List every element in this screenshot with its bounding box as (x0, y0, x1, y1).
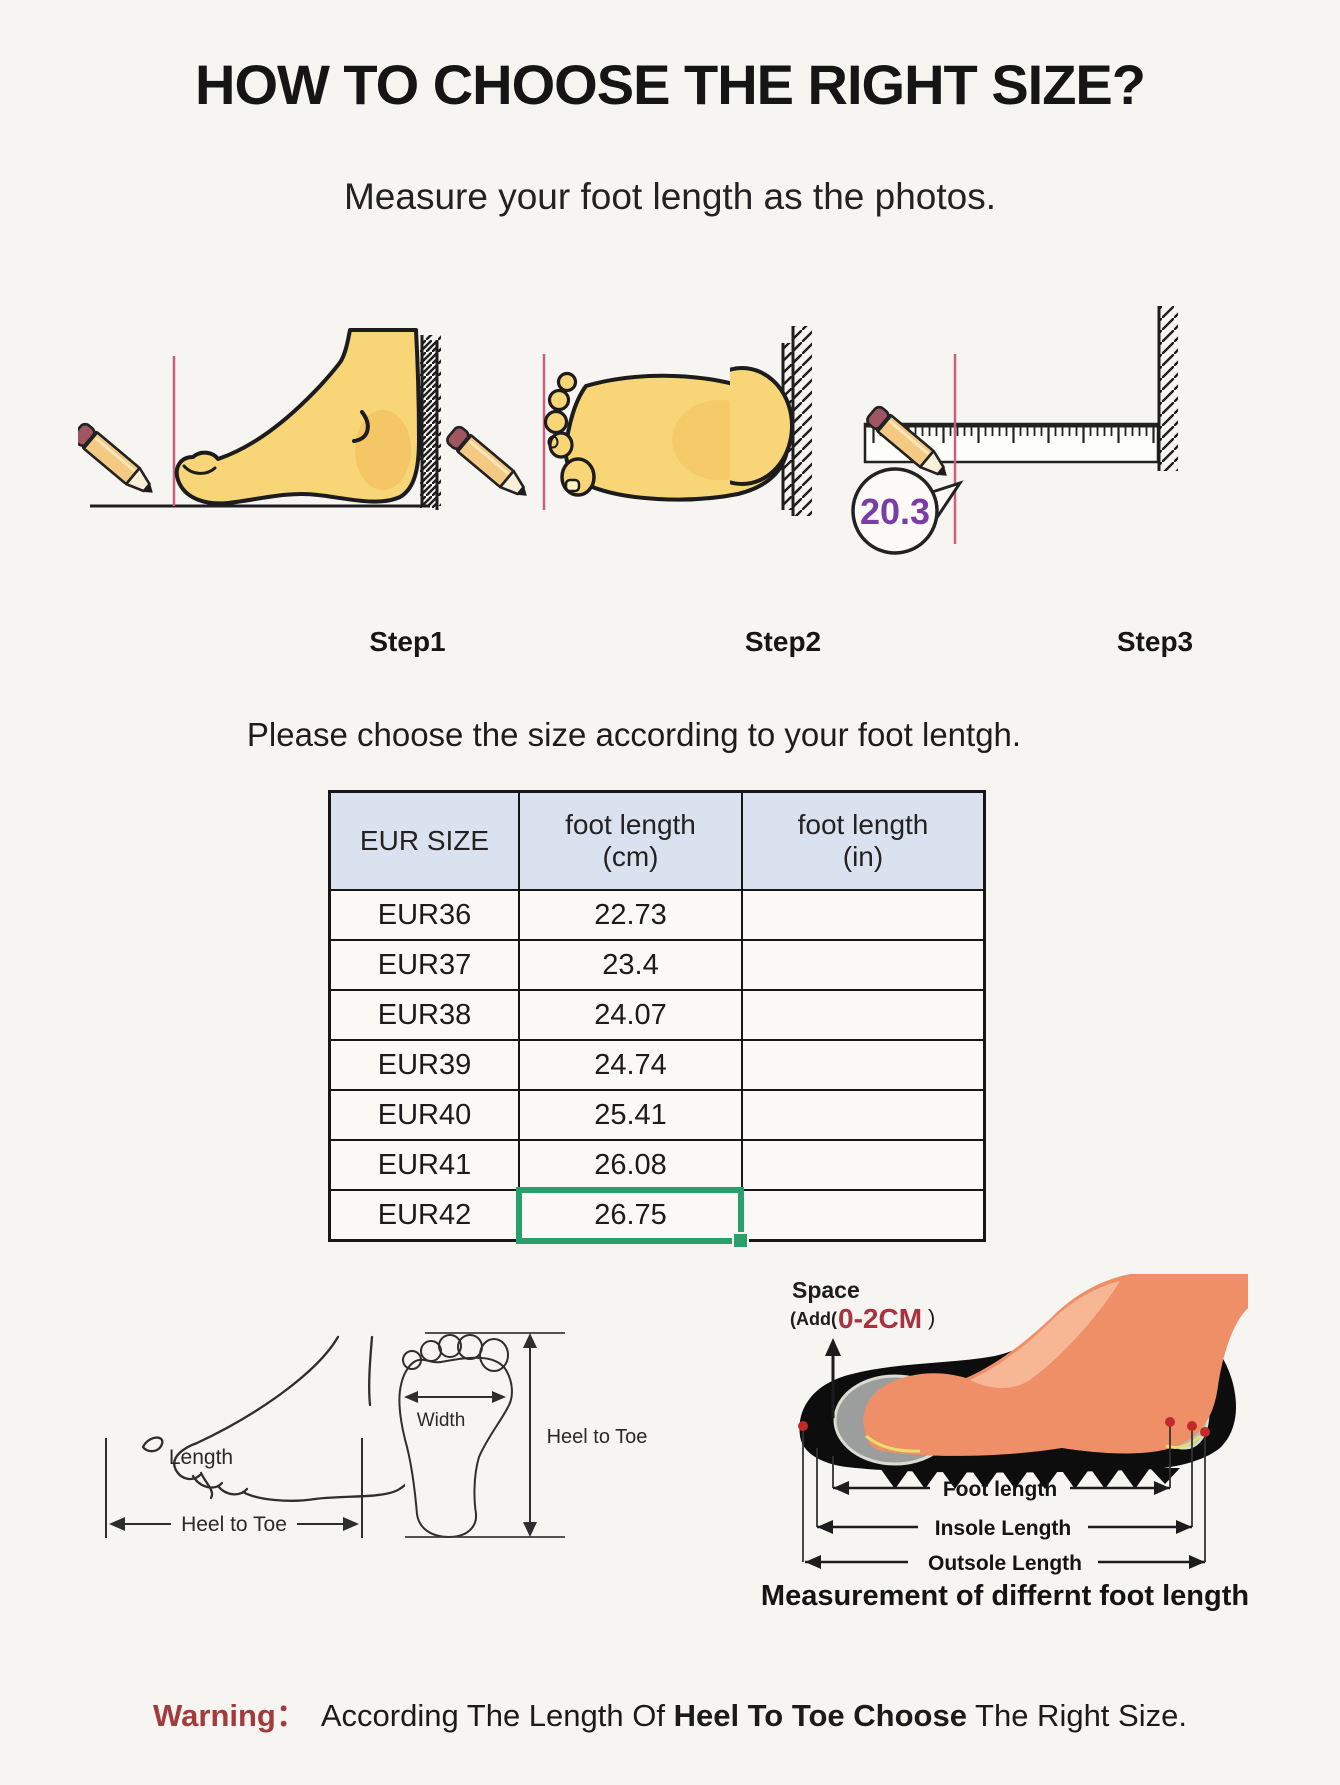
warning-line: Warning： According The Length Of Heel To … (0, 1690, 1340, 1735)
cm-cell: 25.41 (518, 1089, 743, 1141)
side-foot-illustration (174, 328, 421, 506)
heel-to-toe-label: Heel to Toe (547, 1426, 648, 1448)
measure-guide-lines (802, 1426, 1206, 1562)
size-cell: EUR39 (328, 1039, 520, 1091)
step1-label: Step1 (369, 626, 446, 657)
cm-cell: 24.07 (518, 989, 743, 1041)
in-cell (741, 1189, 986, 1242)
size-cell: EUR42 (328, 1189, 520, 1242)
table-row: EUR41 26.08 (328, 1139, 986, 1191)
header-title: foot length (565, 809, 696, 840)
arrowhead (805, 1555, 821, 1569)
step1-illustration (78, 328, 441, 508)
size-cell: EUR36 (328, 889, 520, 941)
size-cell: EUR37 (328, 939, 520, 991)
arrowhead-left (109, 1517, 125, 1531)
foot-sketch (141, 1335, 405, 1502)
measurement-bubble: 20.3 (851, 467, 964, 555)
size-chart-table: EUR SIZE foot length (cm) foot length (i… (328, 790, 986, 1249)
ruler-icon (863, 422, 1160, 464)
choose-size-instruction: Please choose the size according to your… (246, 716, 1022, 753)
footprint-sketch (398, 1334, 513, 1539)
arrowhead (817, 1520, 833, 1534)
in-cell (741, 1089, 986, 1141)
wall-hatching (420, 340, 436, 508)
insole-length-label: Insole Length (935, 1517, 1072, 1540)
header-eur-size: EUR SIZE (328, 790, 520, 891)
shoe-measure-diagram: Space (Add( 0-2CM ) Foot length (790, 1274, 1248, 1575)
outsole-length-label: Outsole Length (928, 1552, 1082, 1575)
add-close-label: ) (928, 1305, 935, 1330)
space-arrow (825, 1338, 841, 1418)
space-value: 0-2CM (838, 1303, 922, 1334)
space-label: Space (792, 1277, 860, 1303)
in-cell (741, 1139, 986, 1191)
measured-value: 20.3 (860, 491, 930, 532)
pencil-icon (446, 425, 527, 496)
subtitle: Measure your foot length as the photos. (343, 176, 997, 217)
wall-hatching (794, 326, 812, 516)
side-foot-measure-diagram: Length Heel to Toe (105, 1335, 405, 1538)
in-cell (741, 889, 986, 941)
in-cell (741, 989, 986, 1041)
arrowhead (1154, 1481, 1170, 1495)
in-cell (741, 939, 986, 991)
length-label: Length (169, 1446, 233, 1469)
table-row: EUR40 25.41 (328, 1089, 986, 1141)
pencil-icon (866, 405, 947, 476)
cm-cell: 23.4 (518, 939, 743, 991)
foot-in-shoe-illustration (863, 1274, 1248, 1456)
in-cell (741, 1039, 986, 1091)
table-row: EUR42 26.75 (328, 1187, 986, 1249)
width-arrow (404, 1391, 506, 1403)
arrowhead (1189, 1555, 1205, 1569)
table-row: EUR37 23.4 (328, 939, 986, 991)
wall-hatching (1160, 306, 1178, 471)
step3-label: Step3 (1116, 626, 1194, 657)
heel-to-toe-label: Heel to Toe (181, 1513, 287, 1536)
cm-cell: 26.08 (518, 1139, 743, 1191)
page-title: HOW TO CHOOSE THE RIGHT SIZE? (195, 53, 1146, 116)
warning-text-before: According The Length Of (320, 1698, 674, 1733)
shoe-diagram-caption: Measurement of differnt foot length (760, 1580, 1250, 1612)
size-cell: EUR38 (328, 989, 520, 1041)
arrowhead (833, 1481, 849, 1495)
warning-text-bold: Heel To Toe Choose (673, 1698, 967, 1733)
cell-value: 26.75 (594, 1198, 667, 1231)
header-title: foot length (797, 809, 929, 840)
add-open-label: (Add( (790, 1309, 837, 1329)
width-label: Width (417, 1410, 466, 1431)
table-row: EUR39 24.74 (328, 1039, 986, 1091)
footprint-measure-diagram: Width Heel to Toe (398, 1332, 648, 1539)
table-row: EUR38 24.07 (328, 989, 986, 1041)
step3-illustration: 20.3 (730, 306, 1178, 555)
foot-toe-illustration (730, 366, 794, 486)
header-title: EUR SIZE (359, 825, 490, 856)
arrowhead-right (343, 1517, 359, 1531)
measure-point-dots (798, 1417, 1210, 1437)
table-row: EUR36 22.73 (328, 889, 986, 941)
header-unit: (cm) (602, 841, 659, 872)
header-foot-length-in: foot length (in) (741, 790, 986, 891)
header-unit: (in) (842, 841, 884, 872)
step2-label: Step2 (744, 626, 822, 657)
cm-cell-selected: 26.75 (516, 1187, 749, 1249)
header-foot-length-cm: foot length (cm) (518, 790, 743, 891)
foot-length-label: Foot length (943, 1478, 1057, 1501)
arrowhead (1176, 1520, 1192, 1534)
warning-label: Warning： (153, 1698, 307, 1733)
heel-to-toe-arrow-vertical (523, 1333, 537, 1537)
size-cell: EUR40 (328, 1089, 520, 1141)
warning-text-after: The Right Size. (966, 1698, 1187, 1733)
cm-cell: 24.74 (518, 1039, 743, 1091)
pencil-icon (78, 422, 153, 493)
table-header-row: EUR SIZE foot length (cm) foot length (i… (328, 790, 986, 891)
size-cell: EUR41 (328, 1139, 520, 1191)
cm-cell: 22.73 (518, 889, 743, 941)
